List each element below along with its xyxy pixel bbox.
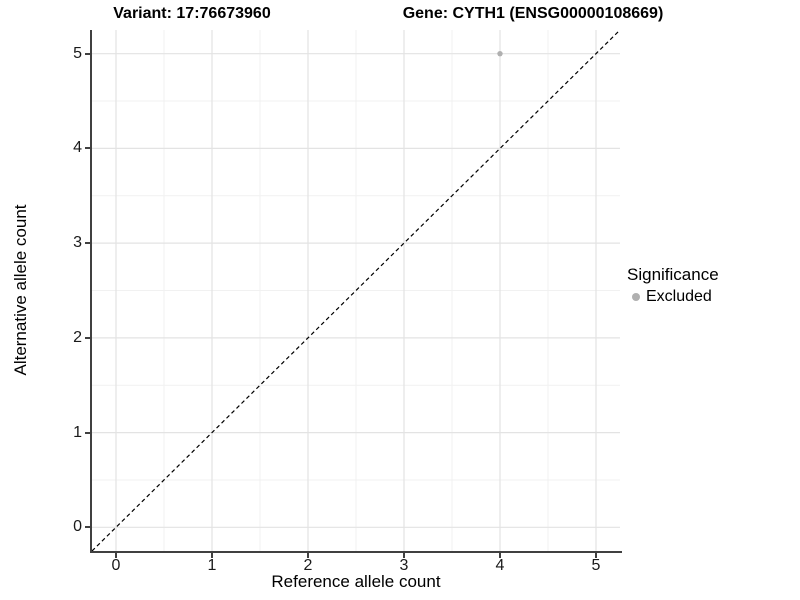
gene-title: Gene: CYTH1 (ENSG00000108669) (402, 5, 664, 22)
y-tick-mark (85, 242, 90, 245)
y-tick-label: 4 (73, 139, 82, 157)
y-tick-label: 2 (73, 328, 82, 346)
plot-panel (92, 30, 620, 551)
x-tick-mark (115, 553, 117, 558)
y-axis-title: Alternative allele count (11, 204, 30, 376)
x-tick-label: 0 (111, 557, 121, 574)
variant-title: Variant: 17:76673960 (113, 5, 271, 22)
y-tick-mark (85, 431, 90, 434)
legend: Significance Excluded (627, 265, 719, 306)
x-tick-mark (307, 553, 309, 558)
x-axis-title: Reference allele count (271, 572, 441, 591)
y-tick-mark (85, 147, 90, 150)
y-tick-label: 3 (73, 234, 82, 252)
y-tick-mark (85, 336, 90, 339)
legend-point-icon (632, 293, 640, 301)
y-tick-mark (85, 526, 90, 529)
legend-items: Excluded (627, 288, 719, 306)
x-tick-label: 1 (207, 557, 217, 574)
x-tick-mark (499, 553, 501, 558)
x-tick-label: 3 (399, 557, 409, 574)
legend-title: Significance (627, 265, 719, 284)
x-tick-mark (211, 553, 213, 558)
plot-canvas (92, 30, 620, 551)
x-tick-label: 4 (495, 557, 505, 574)
x-axis-line (90, 551, 622, 553)
x-tick-label: 5 (591, 557, 601, 574)
y-axis-line (90, 30, 92, 553)
legend-item-label: Excluded (646, 288, 712, 305)
y-tick-mark (85, 52, 90, 55)
x-tick-label: 2 (303, 557, 313, 574)
legend-item: Excluded (627, 288, 719, 306)
y-tick-label: 1 (73, 423, 82, 441)
y-tick-label: 5 (73, 44, 82, 62)
x-tick-mark (595, 553, 597, 558)
x-tick-mark (403, 553, 405, 558)
y-tick-label: 0 (73, 518, 82, 536)
